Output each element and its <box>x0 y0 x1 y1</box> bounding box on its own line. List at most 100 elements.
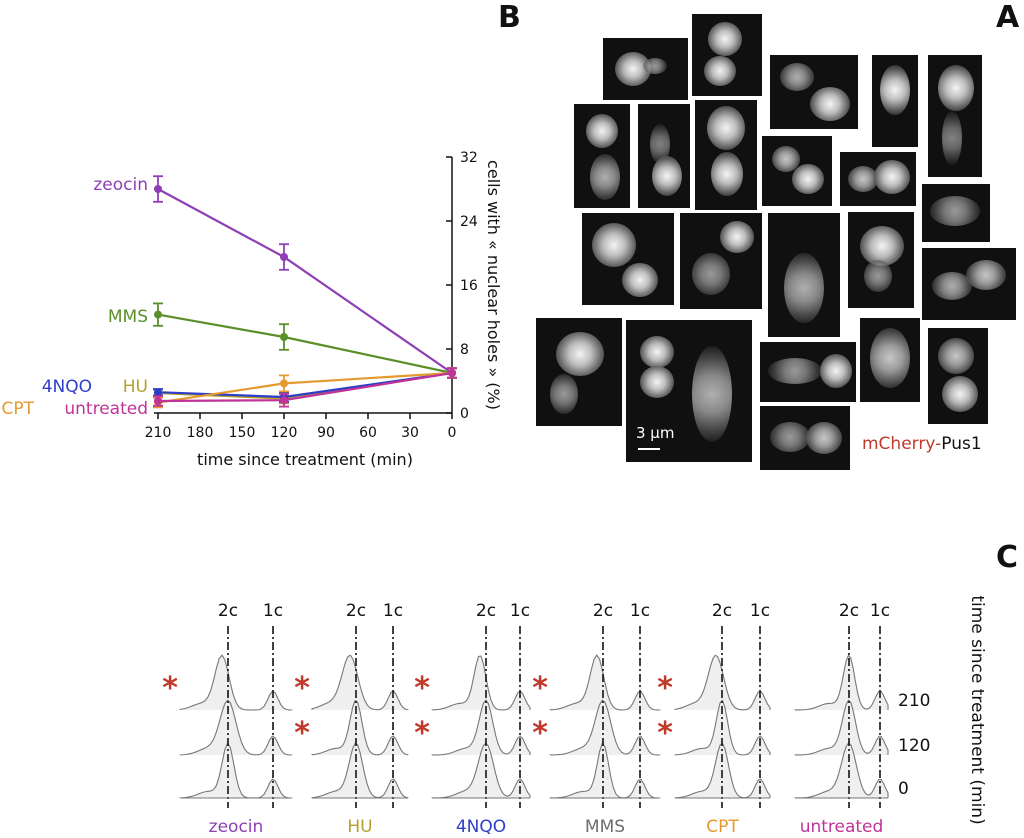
series-label-untreated: untreated <box>64 399 148 419</box>
significance-asterisk: * <box>162 671 178 706</box>
y-tick-label: 0 <box>460 406 469 422</box>
x-tick-label: 30 <box>401 425 419 441</box>
histogram-curve <box>431 742 531 799</box>
time-label: 0 <box>898 779 909 799</box>
significance-asterisk: * <box>657 716 673 751</box>
histogram-curve <box>794 654 889 711</box>
histogram-curve <box>674 654 771 711</box>
peak-label-1c: 1c <box>630 601 650 621</box>
x-axis-label: time since treatment (min) <box>197 450 413 469</box>
data-point <box>280 333 288 341</box>
histogram-curve <box>549 742 661 799</box>
group-label-untreated: untreated <box>800 817 884 837</box>
cell-image <box>768 213 840 337</box>
x-tick-label: 60 <box>359 425 377 441</box>
y-tick-label: 16 <box>460 278 478 294</box>
time-label: 120 <box>898 736 930 756</box>
dna-content-histograms: 210 120 0 time since treatment (min) 1c 2c unt… <box>162 595 987 837</box>
data-point <box>154 310 162 319</box>
x-tick-label: 90 <box>317 425 335 441</box>
group-label-CPT: CPT <box>706 817 739 837</box>
histogram-curve <box>311 699 409 756</box>
y-tick-label: 24 <box>460 214 478 230</box>
nuclear-holes-line-chart: 0 8 16 24 32 0 30 60 90 120 150 180 210 time since tr… <box>1 150 503 469</box>
series-label-4NQO: 4NQO <box>42 377 92 397</box>
y-axis-label: cells with « nuclear holes » (%) <box>484 160 503 410</box>
micrograph-montage: 3 µm mCherry-Pus1 <box>520 0 1024 480</box>
cell-image <box>762 136 832 206</box>
cell-image <box>574 104 630 208</box>
histogram-curve <box>549 699 661 756</box>
cell-image <box>603 38 688 100</box>
series-label-CPT: CPT <box>1 399 34 419</box>
cell-image <box>928 55 982 177</box>
scale-bar-label: 3 µm <box>636 424 675 442</box>
histogram-curve <box>179 742 293 799</box>
histogram-curve <box>179 654 293 711</box>
histogram-curve <box>794 699 889 756</box>
panel-c-letter: C <box>996 540 1019 575</box>
panel-a-letter: A <box>996 0 1020 35</box>
peak-label-2c: 2c <box>839 601 859 621</box>
group-label-4NQO: 4NQO <box>456 817 506 837</box>
peak-label-2c: 2c <box>593 601 613 621</box>
cell-image <box>638 104 690 208</box>
y-tick-label: 32 <box>460 150 478 166</box>
x-tick-label: 210 <box>145 425 172 441</box>
x-tick-label: 120 <box>271 425 298 441</box>
cell-image <box>922 248 1016 320</box>
cell-image <box>922 184 990 242</box>
significance-asterisk: * <box>294 671 310 706</box>
x-tick-label: 0 <box>448 425 457 441</box>
significance-asterisk: * <box>657 671 673 706</box>
cell-image <box>770 55 858 129</box>
cell-image <box>692 14 762 96</box>
histogram-curve <box>549 654 661 711</box>
group-label-HU: HU <box>347 817 372 837</box>
histogram-curve <box>794 742 889 799</box>
cell-image <box>695 100 757 210</box>
panel-b-letter: B <box>498 0 521 35</box>
significance-asterisk: * <box>294 716 310 751</box>
series-line-zeocin <box>157 188 453 374</box>
peak-label-1c: 1c <box>510 601 530 621</box>
significance-asterisk: * <box>414 671 430 706</box>
peak-label-1c: 1c <box>750 601 770 621</box>
x-tick-label: 180 <box>187 425 214 441</box>
significance-asterisk: * <box>532 716 548 751</box>
cell-image <box>760 342 856 402</box>
group-label-zeocin: zeocin <box>209 817 264 837</box>
series-label-HU: HU <box>123 377 148 397</box>
series-line-CPT <box>157 371 453 404</box>
group-label-MMS: MMS <box>585 817 625 837</box>
data-point <box>280 379 288 388</box>
x-tick-label: 150 <box>229 425 256 441</box>
cell-image <box>582 213 674 305</box>
histogram-curve <box>179 699 293 756</box>
cell-image <box>840 152 916 206</box>
data-point <box>154 185 162 193</box>
y-tick-label: 8 <box>460 342 469 358</box>
peak-label-2c: 2c <box>346 601 366 621</box>
cell-image <box>680 213 762 309</box>
histogram-curve <box>431 699 531 756</box>
cell-image <box>872 55 918 147</box>
peak-label-1c: 1c <box>383 601 403 621</box>
cell-image <box>848 212 914 308</box>
series-label-zeocin: zeocin <box>93 175 148 195</box>
histogram-curve <box>431 655 531 711</box>
peak-label-2c: 2c <box>712 601 732 621</box>
peak-label-2c: 2c <box>476 601 496 621</box>
cell-image: 3 µm <box>626 320 752 462</box>
data-point <box>154 397 162 405</box>
data-point <box>280 253 288 261</box>
time-label: 210 <box>898 691 930 711</box>
histogram-curve <box>311 742 409 799</box>
cell-image <box>760 406 850 470</box>
cell-image <box>860 318 920 402</box>
peak-label-1c: 1c <box>870 601 890 621</box>
cell-image <box>536 318 622 426</box>
data-point <box>448 369 456 377</box>
series-label-MMS: MMS <box>108 307 148 327</box>
data-point <box>154 388 162 397</box>
